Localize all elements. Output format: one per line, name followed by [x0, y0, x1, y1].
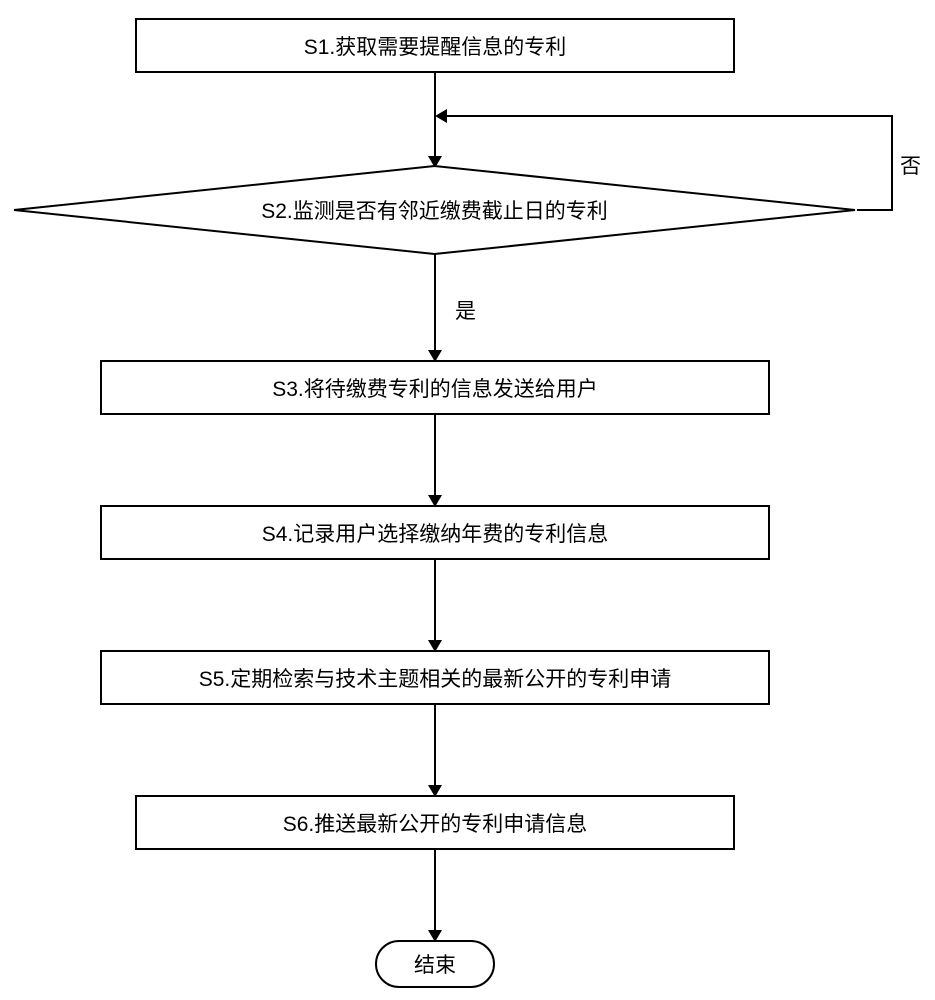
edge-s2-s3-line — [434, 254, 436, 352]
node-s3-label: S3.将待缴费专利的信息发送给用户 — [272, 373, 598, 403]
node-s5: S5.定期检索与技术主题相关的最新公开的专利申请 — [100, 650, 770, 705]
node-end: 结束 — [375, 940, 495, 988]
edge-loop-h1 — [857, 209, 893, 211]
node-s2-label: S2.监测是否有邻近缴费截止日的专利 — [261, 195, 608, 225]
label-yes: 是 — [455, 295, 476, 325]
edge-s4-s5-line — [434, 560, 436, 642]
node-end-label: 结束 — [414, 949, 456, 979]
node-s1-label: S1.获取需要提醒信息的专利 — [304, 31, 567, 61]
node-s4-label: S4.记录用户选择缴纳年费的专利信息 — [262, 518, 609, 548]
node-s6: S6.推送最新公开的专利申请信息 — [135, 795, 735, 850]
node-s2: S2.监测是否有邻近缴费截止日的专利 — [12, 165, 857, 255]
edge-loop-arrow — [435, 109, 447, 123]
label-no: 否 — [900, 150, 921, 180]
edge-s3-s4-line — [434, 415, 436, 497]
edge-loop-v — [891, 115, 893, 211]
flowchart-container: S1.获取需要提醒信息的专利 否 S2.监测是否有邻近缴费截止日的专利 是 S3… — [0, 0, 935, 1000]
edge-s6-end-line — [434, 850, 436, 932]
edge-s5-s6-line — [434, 705, 436, 787]
node-s3: S3.将待缴费专利的信息发送给用户 — [100, 360, 770, 415]
node-s5-label: S5.定期检索与技术主题相关的最新公开的专利申请 — [199, 663, 672, 693]
node-s1: S1.获取需要提醒信息的专利 — [135, 18, 735, 73]
node-s6-label: S6.推送最新公开的专利申请信息 — [283, 808, 588, 838]
node-s4: S4.记录用户选择缴纳年费的专利信息 — [100, 505, 770, 560]
edge-loop-h2 — [446, 115, 893, 117]
